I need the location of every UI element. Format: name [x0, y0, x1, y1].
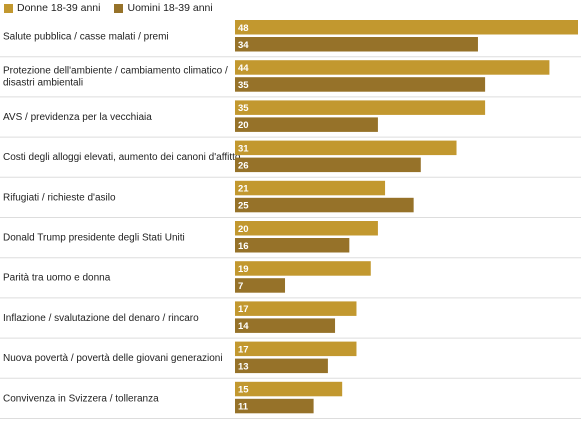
value-label: 17: [238, 344, 249, 355]
legend-swatch-women: [4, 3, 13, 13]
category-label: AVS / previdenza per la vecchiaia: [3, 112, 152, 123]
value-label: 20: [238, 224, 249, 235]
category-label: Costi degli alloggi elevati, aumento dei…: [3, 152, 241, 163]
bar-men: [235, 117, 378, 132]
value-label: 35: [238, 103, 249, 114]
value-label: 20: [238, 120, 249, 131]
category-label: Inflazione / svalutazione del denaro / r…: [3, 313, 199, 324]
bar-women: [235, 261, 371, 276]
value-label: 44: [238, 63, 249, 74]
bar-men: [235, 197, 414, 213]
value-label: 11: [238, 402, 249, 413]
category-label: Protezione dell'ambiente / cambiamento c…: [3, 66, 228, 77]
legend-label-women: Donne 18-39 anni: [17, 2, 101, 14]
bar-women: [235, 60, 550, 75]
legend-item-women: Donne 18-39 anni: [0, 2, 100, 14]
value-label: 15: [238, 385, 249, 396]
bar-women: [235, 381, 343, 397]
value-label: 7: [238, 281, 243, 292]
value-label: 16: [238, 241, 249, 252]
legend-swatch-men: [114, 3, 124, 13]
legend-item-men: Uomini 18-39 anni: [110, 2, 213, 14]
category-label: Donald Trump presidente degli Stati Unit…: [3, 233, 185, 244]
bar-men: [235, 157, 421, 173]
bar-men: [235, 358, 328, 374]
bar-men: [235, 278, 286, 293]
value-label: 17: [238, 304, 249, 315]
bar-chart: Salute pubblica / casse malati / premi 48…: [0, 20, 581, 419]
value-label: 48: [238, 23, 249, 34]
value-label: 21: [238, 184, 249, 195]
value-label: 31: [238, 143, 249, 154]
value-label: 19: [238, 264, 249, 275]
bar-men: [235, 37, 478, 52]
bar-men: [235, 318, 336, 333]
value-label: 14: [238, 321, 249, 332]
bar-women: [235, 20, 578, 35]
category-label: Convivenza in Svizzera / tolleranza: [3, 393, 159, 404]
bar-men: [235, 238, 350, 253]
category-label: disastri ambientali: [3, 78, 83, 89]
value-label: 34: [238, 40, 249, 51]
category-label: Rifugiati / richieste d'asilo: [3, 192, 116, 203]
bar-women: [235, 140, 457, 156]
value-label: 25: [238, 201, 249, 212]
bar-men: [235, 77, 486, 92]
category-label: Nuova povertà / povertà delle giovani ge…: [3, 353, 223, 364]
bar-women: [235, 301, 357, 316]
value-label: 35: [238, 80, 249, 91]
bar-women: [235, 100, 486, 115]
bar-men: [235, 398, 314, 414]
category-label: Salute pubblica / casse malati / premi: [3, 32, 169, 43]
value-label: 13: [238, 361, 249, 372]
legend: Donne 18-39 anni Uomini 18-39 anni: [0, 0, 223, 16]
value-label: 26: [238, 160, 249, 171]
bar-women: [235, 341, 357, 357]
bar-women: [235, 180, 386, 196]
legend-label-men: Uomini 18-39 anni: [127, 2, 213, 14]
bar-women: [235, 221, 378, 236]
category-label: Parità tra uomo e donna: [3, 273, 111, 284]
